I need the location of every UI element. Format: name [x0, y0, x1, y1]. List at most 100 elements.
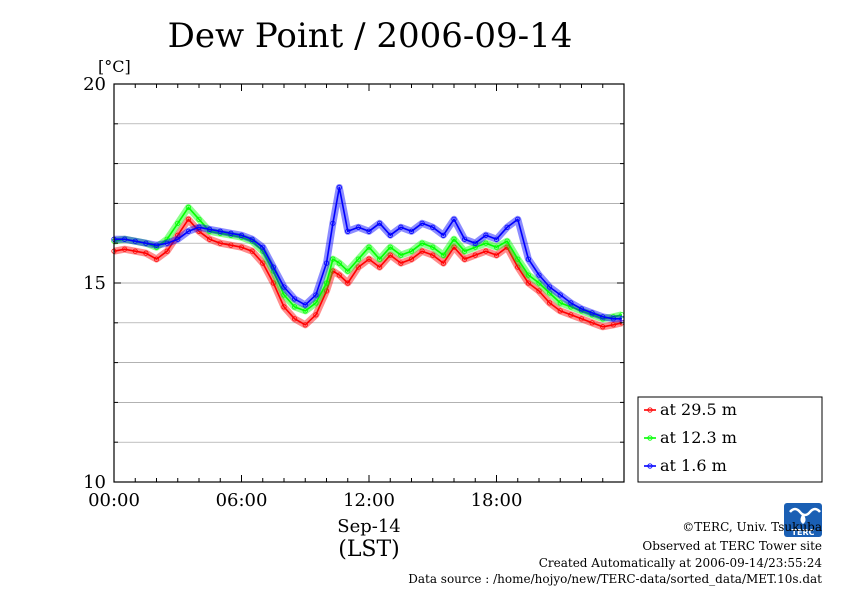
data-point — [207, 236, 213, 242]
series-group — [111, 184, 625, 323]
legend-marker — [647, 407, 653, 413]
data-point — [143, 250, 149, 256]
data-point — [472, 240, 478, 246]
x-axis-timezone-label: (LST) — [338, 537, 400, 562]
data-point — [568, 304, 574, 310]
data-point — [281, 292, 287, 298]
chart-title: Dew Point / 2006-09-14 — [168, 16, 573, 56]
data-point — [610, 316, 616, 322]
data-point — [483, 240, 489, 246]
data-point — [493, 244, 500, 250]
data-point — [330, 256, 336, 262]
data-point — [153, 242, 160, 248]
data-point — [536, 288, 542, 294]
data-point — [313, 292, 319, 298]
grid-lines — [114, 123, 624, 443]
data-point — [281, 304, 287, 310]
data-point — [536, 280, 542, 286]
data-point — [462, 248, 468, 254]
data-point — [164, 240, 170, 246]
data-point — [302, 308, 308, 314]
legend-marker — [647, 463, 653, 469]
y-axis-unit: [°C] — [98, 57, 131, 76]
data-point — [610, 322, 616, 328]
data-point — [132, 238, 138, 244]
data-point — [493, 252, 500, 258]
data-point — [345, 268, 351, 274]
series-layer — [111, 184, 625, 331]
data-point — [122, 236, 128, 242]
data-point — [292, 304, 298, 310]
data-point — [483, 232, 489, 238]
y-axis: 10 15 20 — [83, 74, 624, 493]
data-point — [387, 244, 393, 250]
data-point — [217, 228, 223, 234]
data-point — [355, 264, 361, 270]
data-point — [175, 220, 181, 226]
logo-wave-icon — [789, 507, 821, 517]
data-point — [175, 236, 181, 242]
data-point — [536, 272, 542, 278]
legend-label: at 1.6 m — [660, 456, 727, 475]
data-point — [377, 264, 383, 270]
data-point — [408, 248, 415, 254]
data-point — [515, 256, 521, 262]
x-tick-label: 18:00 — [471, 490, 523, 511]
data-point — [430, 252, 436, 258]
data-point — [525, 256, 531, 262]
data-point — [249, 248, 255, 254]
series-line — [113, 218, 623, 328]
footer-created: Created Automatically at 2006-09-14/23:5… — [539, 556, 823, 570]
data-point — [398, 252, 404, 258]
y-tick-label: 20 — [83, 74, 106, 95]
data-point — [440, 252, 446, 258]
footer-site: Observed at TERC Tower site — [642, 539, 822, 553]
data-point — [228, 242, 234, 248]
data-point — [292, 296, 298, 302]
data-point — [323, 260, 330, 266]
data-point — [483, 248, 489, 254]
data-point — [430, 244, 436, 250]
data-point — [387, 252, 393, 258]
data-point — [462, 256, 468, 262]
data-point — [164, 236, 170, 242]
x-tick-label: 06:00 — [216, 490, 268, 511]
data-point — [122, 246, 128, 252]
logo-text: TERC — [792, 528, 815, 537]
data-point — [196, 228, 202, 234]
x-axis: 00:00 06:00 12:00 18:00 — [88, 84, 625, 511]
logo-drop-icon — [800, 513, 806, 524]
data-point — [355, 256, 361, 262]
data-point — [313, 300, 319, 306]
data-point — [153, 256, 160, 262]
legend-label: at 29.5 m — [660, 400, 737, 419]
x-tick-label: 00:00 — [88, 490, 140, 511]
data-point — [323, 280, 330, 286]
terc-logo: TERC — [784, 503, 822, 537]
data-point — [472, 252, 478, 258]
data-point — [408, 256, 415, 262]
data-point — [281, 284, 287, 290]
x-axis-date-label: Sep-14 — [337, 516, 401, 537]
data-point — [185, 228, 191, 234]
data-point — [398, 224, 404, 230]
series-group — [111, 203, 625, 323]
data-point — [568, 300, 574, 306]
data-point — [270, 264, 276, 270]
data-point — [451, 216, 457, 222]
data-point — [419, 220, 425, 226]
data-point — [440, 260, 446, 266]
data-point — [260, 260, 266, 266]
data-point — [451, 236, 457, 242]
data-point — [336, 260, 342, 266]
data-point — [185, 204, 191, 210]
legend-box — [637, 396, 823, 483]
data-point — [366, 228, 372, 234]
data-point — [547, 290, 553, 296]
data-point — [472, 244, 478, 250]
data-point — [377, 220, 383, 226]
data-point — [578, 316, 585, 322]
data-point — [557, 292, 563, 298]
data-point — [504, 224, 510, 230]
legend-label: at 12.3 m — [660, 428, 737, 447]
